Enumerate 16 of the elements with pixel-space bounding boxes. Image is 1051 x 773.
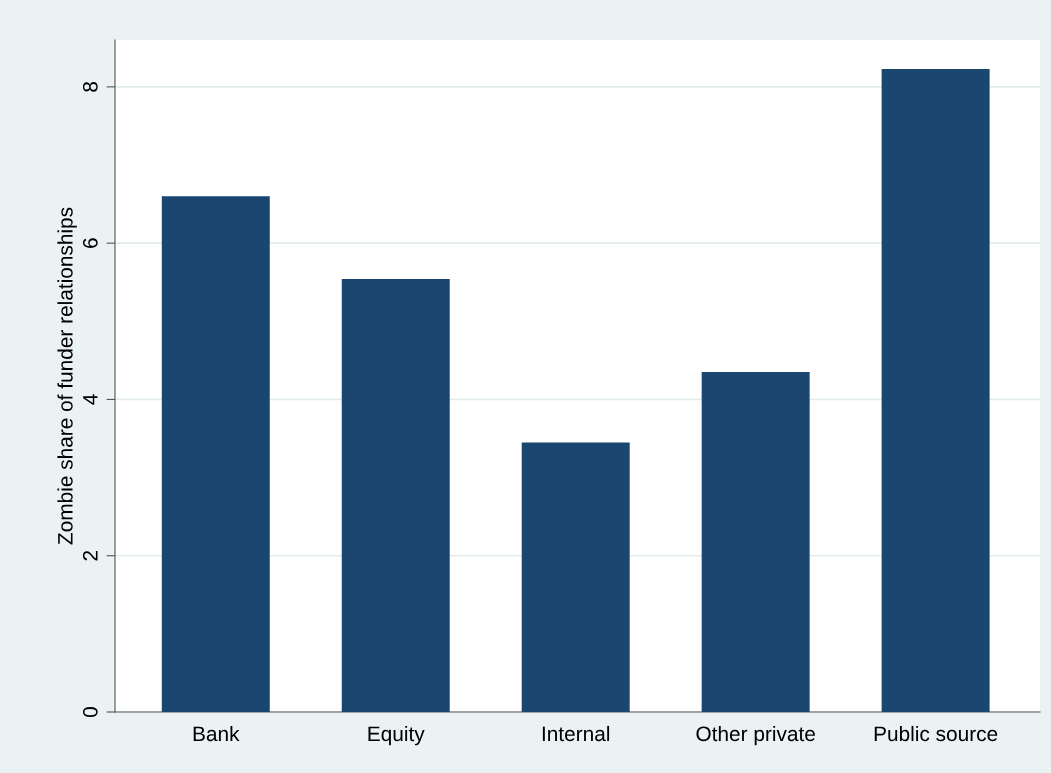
- bar: [881, 68, 990, 712]
- y-tick-label: 2: [82, 550, 98, 561]
- y-tick-label: 0: [82, 707, 98, 717]
- y-tick-label: 6: [82, 238, 98, 248]
- x-tick-label: Public source: [874, 725, 998, 742]
- x-tick-label: Equity: [368, 725, 425, 746]
- x-tick-label: Internal: [542, 725, 610, 742]
- bar: [341, 279, 450, 712]
- y-tick-label: 4: [83, 394, 98, 405]
- x-tick-label: Other private: [696, 725, 815, 746]
- y-axis-title: Zombie share of funder relationships: [57, 207, 77, 545]
- x-tick-label: Bank: [193, 725, 240, 742]
- bar: [521, 442, 630, 712]
- y-tick-label: 8: [82, 82, 98, 92]
- bar: [161, 196, 270, 712]
- bar: [701, 372, 810, 712]
